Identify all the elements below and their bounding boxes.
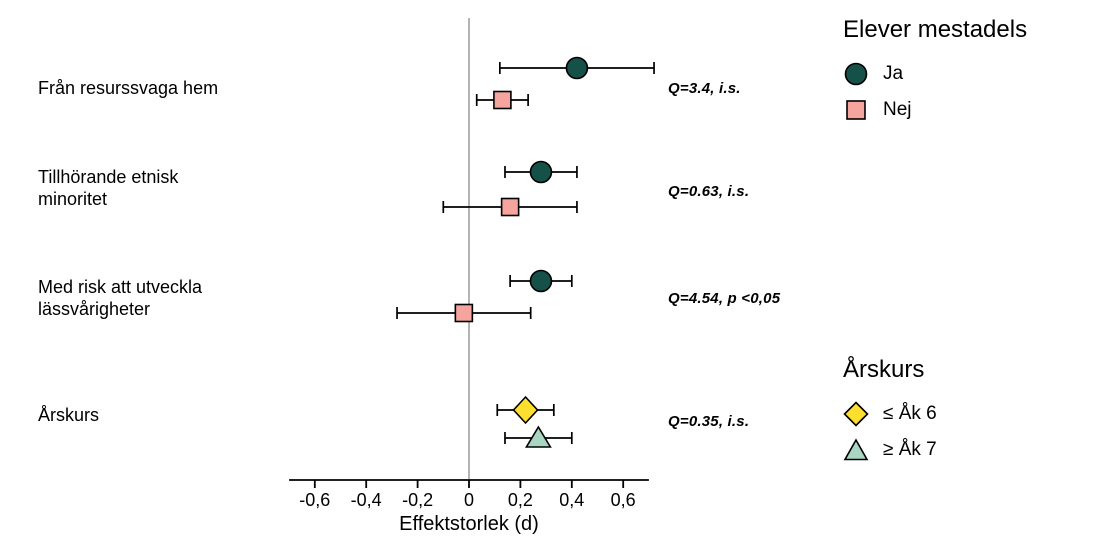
x-axis-title: Effektstorlek (d) <box>399 513 539 535</box>
x-tick-label: 0,2 <box>508 490 533 510</box>
x-tick-label: -0,2 <box>402 490 433 510</box>
legend-item-ak7: ≥ Åk 7 <box>843 432 1093 468</box>
legend-title: Årskurs <box>843 356 925 383</box>
category-label-line: Tillhörande etnisk <box>38 167 179 187</box>
marker-diamond <box>512 395 539 425</box>
q-stat-etnisk: Q=0.63, i.s. <box>668 183 750 200</box>
ak7-triangle-icon <box>843 438 869 461</box>
q-stat-arskurs: Q=0.35, i.s. <box>668 413 750 430</box>
category-label-line: Med risk att utveckla <box>38 277 203 297</box>
marker-square <box>500 197 520 217</box>
q-stat-lassvarigheter: Q=4.54, p <0,05 <box>668 290 781 307</box>
legend-elever-mestadels: Elever mestadels Ja Nej <box>843 16 1093 128</box>
ak6-diamond-icon <box>843 401 869 427</box>
category-label-line: lässvårigheter <box>38 299 151 319</box>
x-tick-label: -0,6 <box>299 490 330 510</box>
category-label-line: minoritet <box>38 189 108 209</box>
marker-triangle <box>524 425 552 448</box>
marker-circle <box>565 56 589 80</box>
category-label-line: Årskurs <box>38 405 100 425</box>
category-label-resurssvaga-hem: Från resurssvaga hem <box>38 77 218 99</box>
legend-item-label: ≥ Åk 7 <box>883 439 937 460</box>
legend-item-label: Ja <box>883 63 904 84</box>
category-label-line: Från resurssvaga hem <box>38 78 219 98</box>
legend-item-ja: Ja <box>843 56 1093 92</box>
legend-item-ak6: ≤ Åk 6 <box>843 396 1093 432</box>
category-label-arskurs: Årskurs <box>38 404 99 426</box>
marker-square <box>493 90 512 110</box>
legend-item-label: ≤ Åk 6 <box>883 403 937 424</box>
marker-circle <box>529 160 553 184</box>
legend-item-label: Nej <box>883 99 912 120</box>
x-tick-label: 0 <box>464 490 474 510</box>
legend-title: Elever mestadels <box>843 16 1028 43</box>
x-tick-label: 0,4 <box>559 490 584 510</box>
marker-square <box>454 303 474 323</box>
x-tick-label: -0,4 <box>351 490 382 510</box>
legend-item-nej: Nej <box>843 92 1093 128</box>
category-label-etnisk-minoritet: Tillhörande etnisk minoritet <box>38 166 178 210</box>
legend-arskurs: Årskurs ≤ Åk 6 ≥ Åk 7 <box>843 356 1093 468</box>
ja-circle-icon <box>844 62 868 86</box>
category-label-lassvarigheter: Med risk att utveckla lässvårigheter <box>38 276 202 320</box>
marker-circle <box>529 269 553 293</box>
nej-square-icon <box>846 100 866 120</box>
x-tick-label: 0,6 <box>611 490 636 510</box>
q-stat-resurssvaga: Q=3.4, i.s. <box>668 80 741 97</box>
